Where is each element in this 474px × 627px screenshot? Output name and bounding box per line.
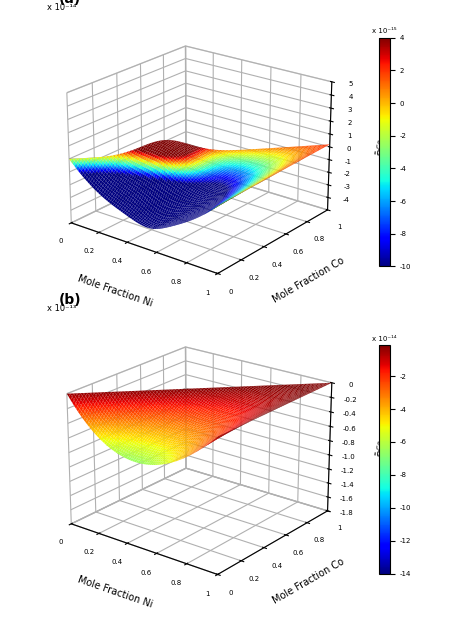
Text: x 10⁻¹⁴: x 10⁻¹⁴ <box>47 3 76 12</box>
Text: (a): (a) <box>58 0 81 6</box>
Title: x 10⁻¹⁴: x 10⁻¹⁴ <box>372 335 397 342</box>
X-axis label: Mole Fraction Ni: Mole Fraction Ni <box>76 273 154 308</box>
Text: x 10⁻¹³: x 10⁻¹³ <box>47 303 76 313</box>
Text: (b): (b) <box>58 293 81 307</box>
Y-axis label: Mole Fraction Co: Mole Fraction Co <box>271 556 346 606</box>
Title: x 10⁻¹⁵: x 10⁻¹⁵ <box>372 28 397 34</box>
X-axis label: Mole Fraction Ni: Mole Fraction Ni <box>76 574 154 609</box>
Y-axis label: Mole Fraction Co: Mole Fraction Co <box>271 255 346 305</box>
